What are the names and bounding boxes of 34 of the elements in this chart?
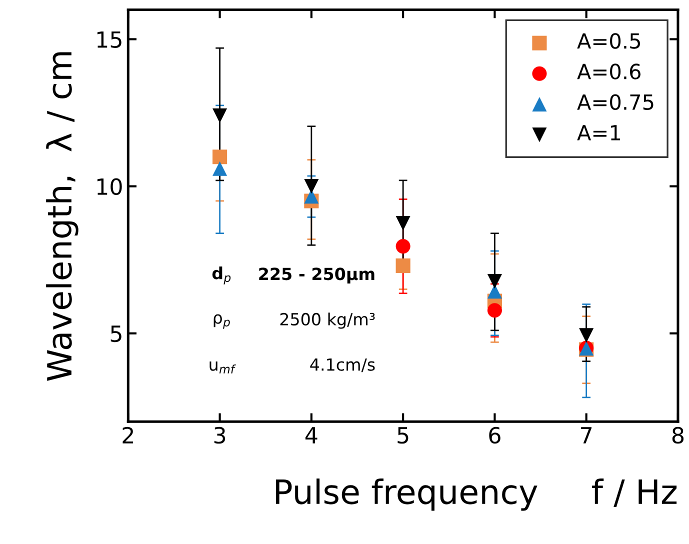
x-tick-label: 8 bbox=[672, 426, 684, 444]
legend-label: A=0.5 bbox=[577, 33, 640, 49]
point bbox=[487, 284, 502, 299]
annotation: ρ$_{p}$ bbox=[214, 314, 230, 329]
annotation: u$_{mf}$ bbox=[210, 361, 236, 374]
x-axis-title: Pulse frequency f / Hz bbox=[276, 478, 677, 511]
point bbox=[304, 189, 319, 204]
x-tick-label: 4 bbox=[305, 427, 318, 444]
point bbox=[396, 216, 410, 231]
y-tick-label: 5 bbox=[110, 326, 122, 342]
point bbox=[304, 178, 319, 194]
legend-label: A=0.75 bbox=[577, 94, 654, 110]
x-tick-label: 3 bbox=[214, 426, 226, 444]
point bbox=[212, 108, 228, 123]
x-tick-label: 7 bbox=[581, 427, 592, 444]
annotation: 225 - 250μm bbox=[259, 268, 374, 284]
point bbox=[396, 258, 410, 273]
annotation: 2500 kg/m³ bbox=[280, 312, 375, 329]
y-tick-label: 10 bbox=[97, 178, 122, 196]
point bbox=[212, 161, 228, 176]
annotation: 4.1cm/s bbox=[310, 358, 375, 372]
x-tick-label: 5 bbox=[398, 427, 408, 444]
point bbox=[579, 328, 594, 343]
x-tick-label: 2 bbox=[122, 426, 133, 444]
point bbox=[487, 303, 502, 318]
point bbox=[487, 274, 502, 289]
point bbox=[396, 239, 410, 254]
y-tick-label: 15 bbox=[97, 31, 122, 48]
legend-label: A=1 bbox=[577, 125, 620, 140]
x-tick-label: 6 bbox=[489, 426, 500, 444]
annotation: d$_{p}$ bbox=[212, 266, 231, 284]
legend-label: A=0.6 bbox=[577, 64, 640, 80]
point bbox=[212, 150, 228, 164]
y-axis-title: Wavelength, λ / cm bbox=[46, 52, 78, 381]
